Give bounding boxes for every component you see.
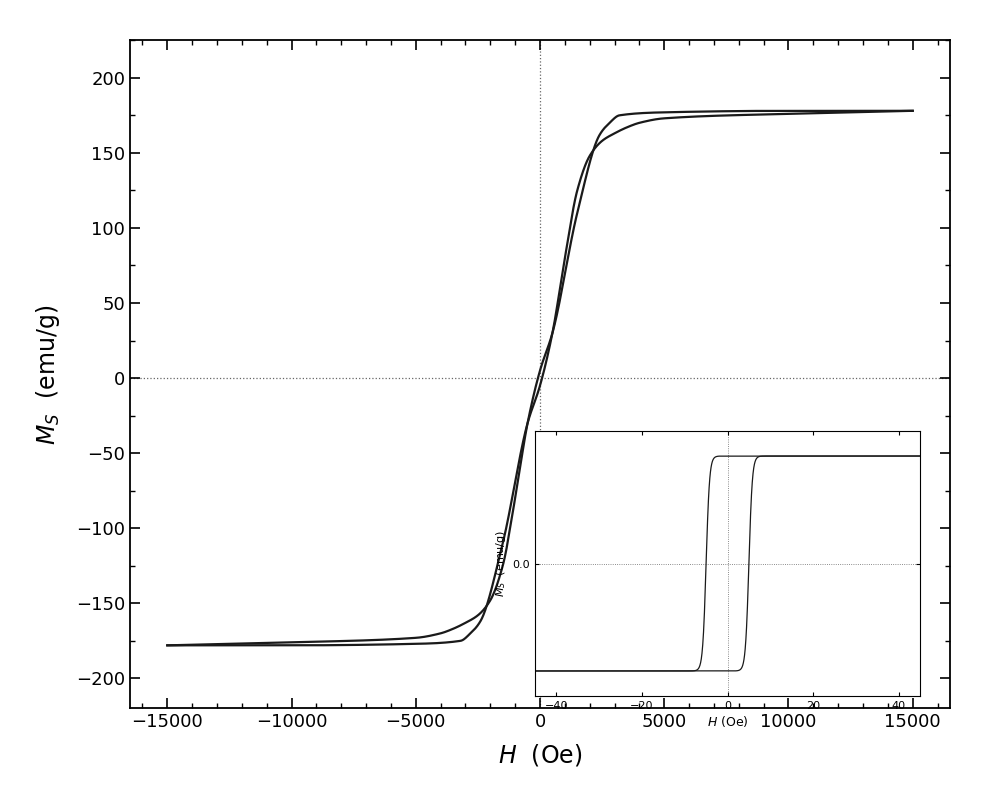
X-axis label: $\mathit{H}$  (Oe): $\mathit{H}$ (Oe) (498, 742, 582, 768)
Y-axis label: $\mathit{M_S}$  (emu/g): $\mathit{M_S}$ (emu/g) (494, 530, 508, 597)
X-axis label: $\mathit{H}$ (Oe): $\mathit{H}$ (Oe) (707, 714, 748, 729)
Y-axis label: $\mathit{M_S}$  (emu/g): $\mathit{M_S}$ (emu/g) (34, 304, 62, 444)
